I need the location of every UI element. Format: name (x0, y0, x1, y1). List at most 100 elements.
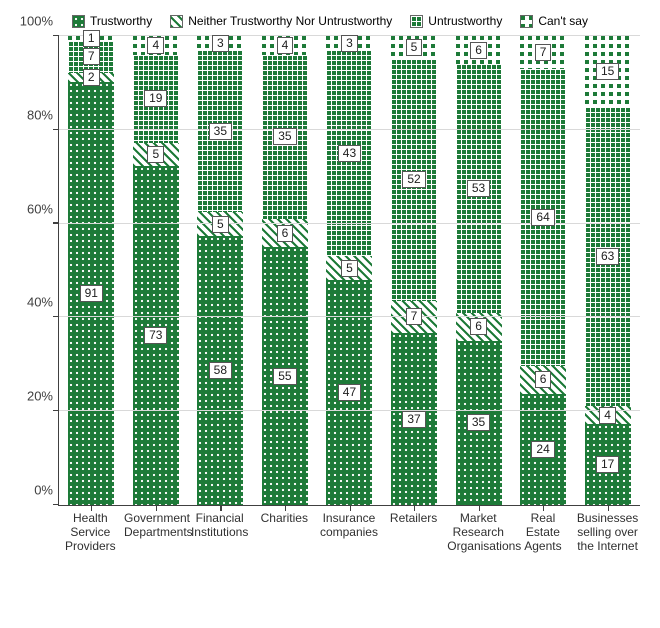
x-tick-label: Real Estate Agents (512, 512, 574, 553)
legend-label: Neither Trustworthy Nor Untrustworthy (188, 14, 392, 28)
bar-column: 37 7 52 5 (391, 36, 437, 505)
bar-segment-neither: 5 (197, 212, 243, 235)
bar-group: 9127173519458535355635447543337752535653… (59, 36, 640, 505)
bar-segment-untrustworthy: 64 (520, 69, 566, 366)
bar-segment-trustworthy: 73 (133, 166, 179, 505)
segment-value-label: 35 (209, 123, 232, 140)
x-tick-label: Charities (253, 512, 315, 553)
segment-value-label: 7 (406, 308, 423, 325)
bar-segment-cant: 7 (520, 36, 566, 69)
bar-column: 55 6 35 4 (262, 36, 308, 505)
segment-value-label: 63 (596, 248, 619, 265)
legend-item-cant: Can't say (520, 14, 588, 28)
segment-value-label: 47 (338, 384, 361, 401)
bar-segment-untrustworthy: 63 (585, 107, 631, 405)
segment-value-label: 17 (596, 456, 619, 473)
legend-label: Can't say (538, 14, 588, 28)
segment-value-label: 19 (144, 90, 167, 107)
segment-value-label: 6 (470, 318, 487, 335)
legend-item-trustworthy: Trustworthy (72, 14, 152, 28)
segment-value-label: 4 (599, 407, 616, 424)
segment-value-label: 6 (470, 42, 487, 59)
bar-column: 35 6 53 6 (456, 36, 502, 505)
y-tick-label: 40% (11, 295, 53, 310)
segment-value-label: 53 (467, 180, 490, 197)
segment-value-label: 3 (341, 35, 358, 52)
segment-value-label: 91 (80, 285, 103, 302)
y-tick-label: 100% (11, 14, 53, 29)
segment-value-label: 35 (467, 414, 490, 431)
segment-value-label: 5 (341, 260, 358, 277)
bar-column: 17 4 63 15 (585, 36, 631, 505)
legend-item-neither: Neither Trustworthy Nor Untrustworthy (170, 14, 392, 28)
swatch-untrustworthy (410, 15, 423, 28)
bar-column: 58 5 35 3 (197, 36, 243, 505)
bar-segment-untrustworthy: 35 (262, 55, 308, 219)
x-tick-label: Health Service Providers (59, 512, 121, 553)
swatch-trustworthy (72, 15, 85, 28)
bar-segment-cant: 1 (68, 36, 114, 41)
legend-item-untrustworthy: Untrustworthy (410, 14, 502, 28)
bar-segment-neither: 5 (133, 143, 179, 166)
legend-label: Trustworthy (90, 14, 152, 28)
bar-segment-trustworthy: 55 (262, 247, 308, 505)
x-tick-label: Insurance companies (318, 512, 380, 553)
y-tick-label: 0% (11, 483, 53, 498)
segment-value-label: 5 (406, 39, 423, 56)
bar-segment-cant: 6 (456, 36, 502, 64)
bar-segment-cant: 5 (391, 36, 437, 59)
x-tick-label: Government Departments (124, 512, 186, 553)
segment-value-label: 35 (273, 128, 296, 145)
segment-value-label: 58 (209, 362, 232, 379)
x-axis-labels: Health Service ProvidersGovernment Depar… (58, 506, 640, 553)
y-tick-label: 60% (11, 201, 53, 216)
segment-value-label: 4 (277, 37, 294, 54)
bar-column: 91 2 7 1 (68, 36, 114, 505)
segment-value-label: 5 (147, 146, 164, 163)
stacked-bar-chart: Trustworthy Neither Trustworthy Nor Untr… (10, 10, 650, 618)
segment-value-label: 4 (147, 37, 164, 54)
segment-value-label: 7 (83, 48, 100, 65)
segment-value-label: 6 (277, 225, 294, 242)
bar-column: 73 5 19 4 (133, 36, 179, 505)
bar-segment-cant: 3 (326, 36, 372, 50)
segment-value-label: 1 (83, 30, 100, 47)
segment-value-label: 3 (212, 35, 229, 52)
bar-segment-trustworthy: 35 (456, 341, 502, 505)
segment-value-label: 2 (83, 69, 100, 86)
segment-value-label: 73 (144, 327, 167, 344)
x-tick-label: Retailers (383, 512, 445, 553)
bar-segment-neither: 2 (68, 73, 114, 82)
bar-segment-cant: 3 (197, 36, 243, 50)
bar-segment-trustworthy: 58 (197, 236, 243, 505)
segment-value-label: 37 (402, 411, 425, 428)
bar-segment-trustworthy: 47 (326, 280, 372, 505)
x-tick-label: Market Research Organisations (447, 512, 509, 553)
x-tick-label: Financial Institutions (189, 512, 251, 553)
bar-segment-trustworthy: 37 (391, 333, 437, 505)
legend-label: Untrustworthy (428, 14, 502, 28)
plot-area: 9127173519458535355635447543337752535653… (58, 36, 640, 506)
bar-column: 24 6 64 7 (520, 36, 566, 505)
bar-segment-neither: 5 (326, 256, 372, 280)
bar-segment-neither: 6 (520, 366, 566, 394)
bar-segment-cant: 4 (262, 36, 308, 55)
segment-value-label: 6 (535, 371, 552, 388)
segment-value-label: 64 (531, 209, 554, 226)
bar-segment-untrustworthy: 43 (326, 50, 372, 256)
y-tick-label: 20% (11, 389, 53, 404)
legend: Trustworthy Neither Trustworthy Nor Untr… (10, 10, 650, 36)
bar-segment-trustworthy: 91 (68, 82, 114, 505)
segment-value-label: 5 (212, 216, 229, 233)
segment-value-label: 43 (338, 145, 361, 162)
bar-segment-cant: 4 (133, 36, 179, 55)
segment-value-label: 24 (531, 441, 554, 458)
swatch-neither (170, 15, 183, 28)
bar-segment-untrustworthy: 35 (197, 50, 243, 213)
bar-column: 47 5 43 3 (326, 36, 372, 505)
bar-segment-cant: 15 (585, 36, 631, 107)
bar-segment-trustworthy: 17 (585, 424, 631, 505)
segment-value-label: 52 (402, 171, 425, 188)
swatch-cant (520, 15, 533, 28)
bar-segment-neither: 4 (585, 406, 631, 425)
